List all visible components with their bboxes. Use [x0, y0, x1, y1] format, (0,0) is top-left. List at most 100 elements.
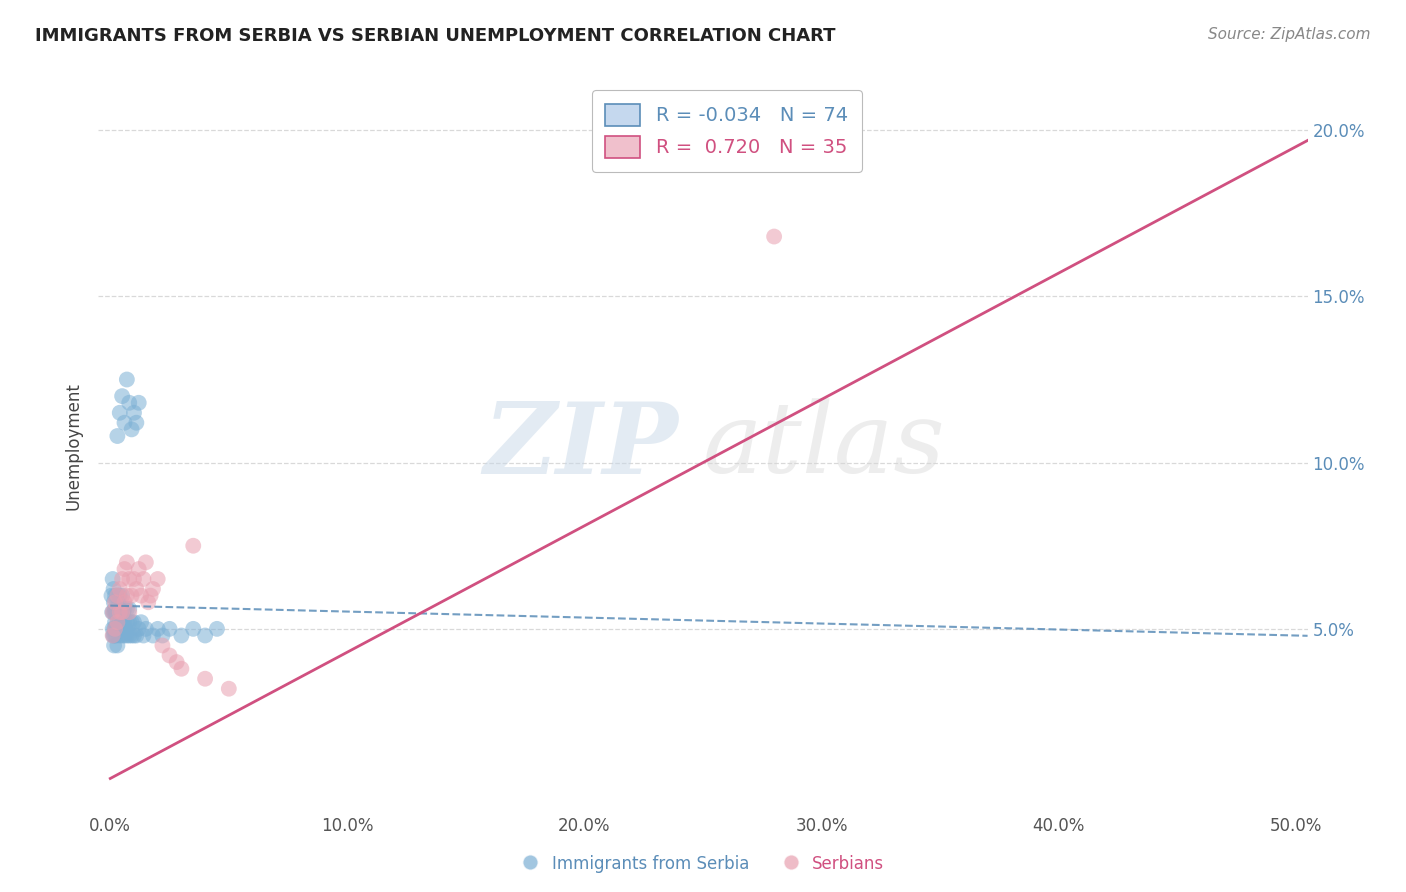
Point [121, 615, 143, 630]
Point [114, 602, 136, 616]
Point [103, 605, 125, 619]
Point [129, 589, 152, 603]
Point [111, 622, 134, 636]
Point [114, 628, 136, 642]
Point [122, 572, 145, 586]
Point [105, 605, 128, 619]
Point [129, 615, 152, 630]
Point [115, 589, 138, 603]
Point [108, 406, 131, 420]
Point [142, 628, 165, 642]
Point [763, 229, 786, 244]
Point [118, 602, 141, 616]
Point [111, 628, 134, 642]
Point [114, 622, 136, 636]
Point [114, 595, 136, 609]
Point [142, 582, 165, 596]
Point [105, 589, 128, 603]
Text: IMMIGRANTS FROM SERBIA VS SERBIAN UNEMPLOYMENT CORRELATION CHART: IMMIGRANTS FROM SERBIA VS SERBIAN UNEMPL… [35, 27, 835, 45]
Point [105, 429, 128, 443]
Point [115, 555, 138, 569]
Point [107, 595, 129, 609]
Point [128, 562, 150, 576]
Point [104, 622, 127, 636]
Text: ZIP: ZIP [484, 398, 679, 494]
Point [103, 605, 125, 619]
Point [103, 628, 125, 642]
Point [104, 595, 127, 609]
Text: atlas: atlas [703, 399, 946, 493]
Point [152, 639, 174, 653]
Point [128, 622, 150, 636]
Point [146, 572, 169, 586]
Legend: R = -0.034   N = 74, R =  0.720   N = 35: R = -0.034 N = 74, R = 0.720 N = 35 [592, 90, 862, 172]
Point [101, 628, 124, 642]
Point [108, 602, 131, 616]
Point [103, 595, 125, 609]
Point [132, 572, 155, 586]
Point [112, 605, 135, 619]
Point [105, 639, 128, 653]
Point [111, 389, 134, 403]
Point [115, 372, 138, 386]
Point [118, 628, 141, 642]
Point [122, 615, 145, 630]
Point [105, 628, 128, 642]
Point [122, 628, 145, 642]
Point [118, 615, 141, 630]
Point [108, 628, 131, 642]
Point [170, 628, 193, 642]
Point [114, 562, 136, 576]
Point [114, 615, 136, 630]
Point [104, 605, 127, 619]
Point [122, 406, 145, 420]
Point [121, 422, 143, 436]
Point [105, 605, 128, 619]
Point [118, 572, 141, 586]
Point [125, 628, 148, 642]
Point [105, 589, 128, 603]
Point [114, 416, 136, 430]
Point [100, 589, 122, 603]
Point [105, 615, 128, 630]
Point [125, 416, 148, 430]
Point [104, 622, 127, 636]
Point [205, 622, 228, 636]
Point [107, 615, 129, 630]
Point [132, 628, 155, 642]
Point [103, 622, 125, 636]
Point [103, 582, 125, 596]
Point [104, 628, 127, 642]
Point [136, 595, 159, 609]
Point [170, 662, 193, 676]
Point [111, 602, 134, 616]
Point [111, 605, 134, 619]
Point [121, 628, 143, 642]
Point [152, 628, 174, 642]
Point [108, 605, 131, 619]
Point [194, 628, 217, 642]
Point [194, 672, 217, 686]
Point [218, 681, 240, 696]
Point [111, 589, 134, 603]
Legend: Immigrants from Serbia, Serbians: Immigrants from Serbia, Serbians [515, 848, 891, 880]
Point [111, 572, 134, 586]
Point [105, 622, 128, 636]
Point [121, 589, 143, 603]
Point [103, 639, 125, 653]
Point [108, 615, 131, 630]
Point [159, 622, 181, 636]
Y-axis label: Unemployment: Unemployment [65, 382, 83, 510]
Point [181, 622, 204, 636]
Point [118, 605, 141, 619]
Point [110, 605, 132, 619]
Point [139, 589, 162, 603]
Point [111, 615, 134, 630]
Point [101, 628, 124, 642]
Point [166, 655, 188, 669]
Point [101, 572, 124, 586]
Point [115, 615, 138, 630]
Point [128, 396, 150, 410]
Point [146, 622, 169, 636]
Point [115, 628, 138, 642]
